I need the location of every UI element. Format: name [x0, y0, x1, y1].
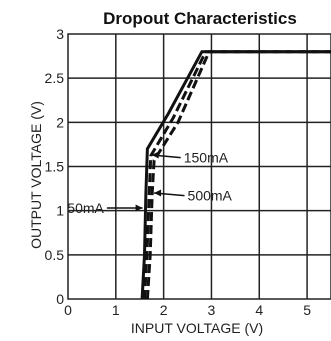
y-tick-label: 0.5 [45, 247, 65, 263]
annotation-label: 50mA [67, 200, 104, 216]
annotation-label: 150mA [184, 150, 229, 166]
tick-labels: 0 1 2 3 4 5 0 0.5 1 1.5 2 2.5 3 [45, 26, 312, 318]
y-tick-label: 1.5 [45, 159, 65, 175]
x-tick-label: 1 [112, 302, 120, 318]
y-tick-label: 2 [56, 114, 64, 130]
annotation-arrowhead [154, 189, 162, 197]
x-tick-label: 2 [160, 302, 168, 318]
y-axis-label: OUTPUT VOLTAGE (V) [28, 101, 44, 249]
series-line-500ma [145, 50, 331, 300]
series-group [140, 50, 331, 300]
grid [67, 33, 331, 300]
annotation-label: 500mA [188, 188, 233, 204]
x-tick-label: 0 [64, 302, 72, 318]
series-line-50ma [140, 50, 331, 300]
y-tick-label: 1 [56, 203, 64, 219]
x-tick-label: 3 [208, 302, 216, 318]
annotation-arrowhead [151, 151, 159, 159]
series-line-150ma [143, 50, 331, 300]
x-tick-label: 4 [255, 302, 263, 318]
annotation-arrowhead [135, 204, 143, 212]
chart-title: Dropout Characteristics [103, 9, 297, 28]
x-tick-label: 5 [303, 302, 311, 318]
y-tick-label: 0 [56, 291, 64, 307]
x-axis-label: INPUT VOLTAGE (V) [131, 320, 263, 336]
y-tick-label: 2.5 [45, 70, 65, 86]
y-tick-label: 3 [56, 26, 64, 42]
annotations: 150mA 500mA 50mA [67, 150, 232, 216]
